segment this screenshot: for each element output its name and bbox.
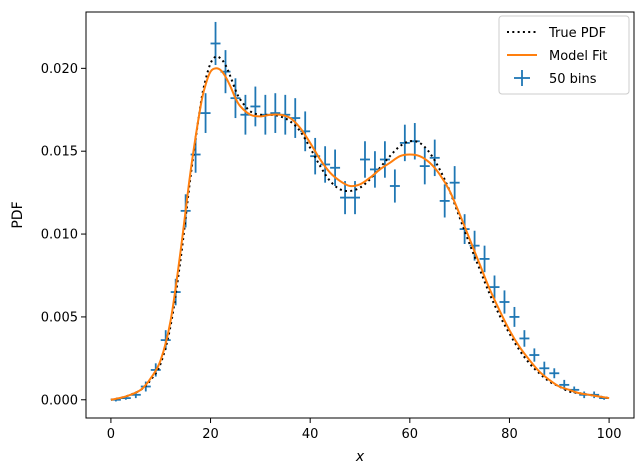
bin-errorbar bbox=[320, 146, 331, 183]
plot-area bbox=[110, 21, 610, 402]
legend-swatch-50-bins bbox=[514, 70, 530, 86]
x-tick-label: 40 bbox=[302, 427, 319, 442]
bin-errorbar bbox=[340, 181, 351, 215]
y-axis-label: PDF bbox=[10, 201, 26, 228]
axes-frame bbox=[85, 11, 635, 419]
y-tick-label: 0.020 bbox=[41, 62, 78, 77]
y-tick-label: 0.010 bbox=[41, 228, 78, 243]
bin-errorbar bbox=[270, 93, 281, 133]
y-axis-ticks: 0.000 0.005 0.010 0.015 0.020 bbox=[41, 62, 86, 408]
bin-errorbar bbox=[449, 166, 460, 200]
y-tick-label: 0.000 bbox=[41, 393, 78, 408]
x-axis-ticks: 0 20 40 60 80 100 bbox=[107, 418, 622, 442]
series-layer bbox=[110, 21, 610, 402]
y-tick-label: 0.015 bbox=[41, 145, 78, 160]
bin-errorbar bbox=[360, 141, 370, 178]
bin-errorbar bbox=[539, 361, 550, 375]
series-model-fit-line bbox=[110, 67, 610, 401]
legend-label-true-pdf: True PDF bbox=[548, 26, 606, 41]
x-tick-label: 20 bbox=[202, 427, 219, 442]
x-tick-label: 100 bbox=[597, 427, 622, 442]
x-axis-label: x bbox=[355, 449, 365, 465]
bin-errorbar bbox=[489, 275, 500, 299]
x-tick-label: 60 bbox=[402, 427, 419, 442]
x-tick-label: 0 bbox=[107, 427, 115, 442]
bin-errorbar bbox=[330, 149, 341, 186]
bin-errorbar bbox=[439, 184, 450, 218]
bin-errorbar bbox=[529, 348, 540, 362]
bin-errorbar bbox=[379, 141, 390, 178]
bin-errorbar bbox=[389, 169, 400, 203]
legend-label-model-fit: Model Fit bbox=[549, 49, 607, 64]
bin-errorbar bbox=[519, 330, 530, 347]
bin-errorbar bbox=[250, 86, 261, 127]
legend-box bbox=[498, 15, 630, 95]
bin-errorbar bbox=[549, 368, 560, 379]
bin-errorbar bbox=[499, 290, 510, 314]
bin-errorbar bbox=[369, 151, 380, 188]
y-tick-label: 0.005 bbox=[41, 310, 78, 325]
bin-errorbar bbox=[419, 147, 430, 185]
bin-errorbar bbox=[429, 139, 440, 177]
x-tick-label: 80 bbox=[501, 427, 518, 442]
bin-errorbar bbox=[200, 93, 211, 133]
legend: True PDF Model Fit 50 bins bbox=[498, 15, 630, 95]
bin-errorbar bbox=[479, 245, 490, 273]
legend-label-50-bins: 50 bins bbox=[549, 72, 597, 87]
bin-errorbar bbox=[509, 306, 520, 327]
